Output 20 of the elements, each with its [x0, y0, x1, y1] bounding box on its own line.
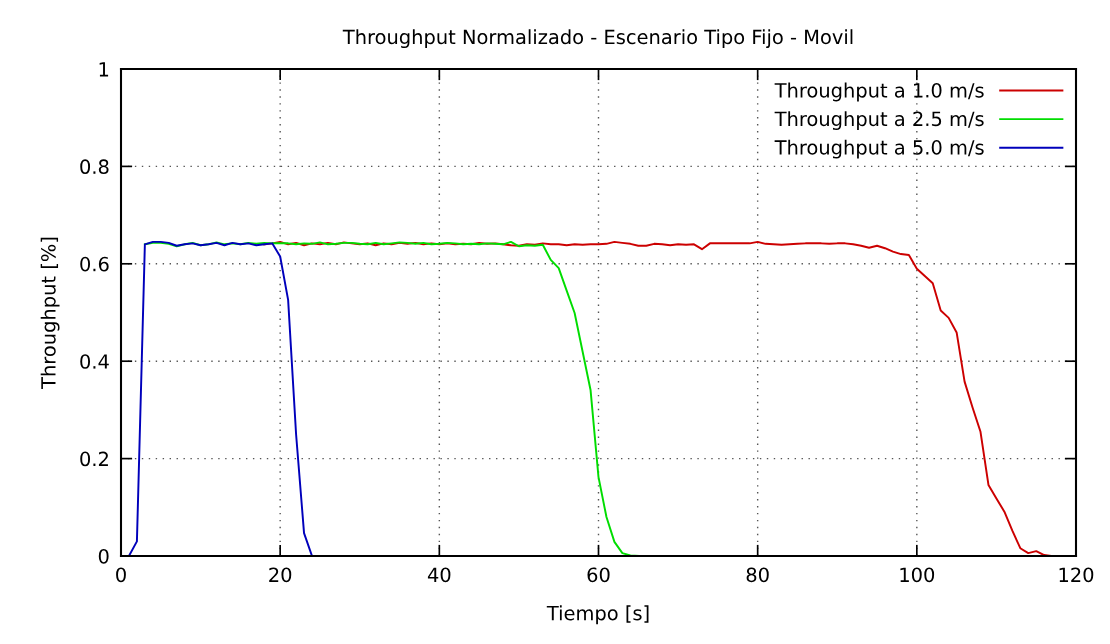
x-tick-label: 100: [900, 567, 935, 583]
y-tick-label: 0.8: [80, 159, 109, 175]
x-axis-title: Tiempo [s]: [546, 605, 649, 625]
legend-label: Throughput a 1.0 m/s: [774, 82, 984, 102]
y-tick-label: 0.4: [80, 354, 109, 369]
x-tick-label: 0: [116, 567, 126, 583]
chart-title: Throughput Normalizado - Escenario Tipo Fijo - Movil: [342, 29, 853, 49]
x-tick-label: 80: [746, 567, 769, 583]
y-axis-title: Throughput [%]: [40, 237, 60, 389]
y-tick-label: 0: [98, 548, 109, 564]
legend-label: Throughput a 2.5 m/s: [774, 111, 984, 130]
x-tick-label: 120: [1059, 567, 1094, 583]
line-series: [127, 240, 313, 556]
legend-label: Throughput a 5.0 m/s: [774, 139, 984, 159]
x-tick-label: 40: [427, 567, 451, 583]
y-tick-label: 0.2: [80, 451, 108, 467]
x-tick-label: 20: [269, 567, 292, 583]
y-tick-label: 0.6: [80, 256, 109, 272]
x-tick-label: 60: [587, 567, 610, 583]
y-tick-label: 1: [99, 62, 109, 77]
